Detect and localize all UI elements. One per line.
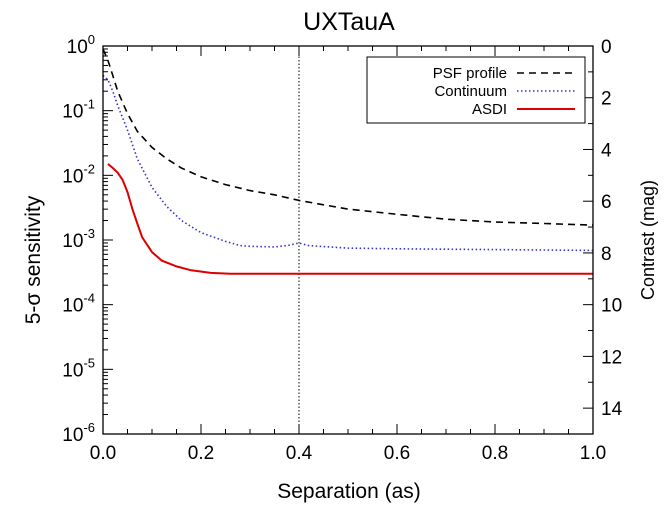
y-tick-label: 100: [67, 32, 95, 58]
chart-title: UXTauA: [303, 8, 395, 36]
y2-tick-label: 2: [601, 89, 612, 110]
y-tick-label: 10-4: [62, 291, 95, 317]
y-tick-label: 10-3: [62, 226, 95, 252]
legend-label: Continuum: [434, 83, 507, 100]
y-axis-label: 5-σ sensitivity: [22, 195, 45, 324]
x-tick-label: 0.4: [286, 443, 313, 464]
series-line-2: [107, 163, 593, 275]
x-axis-label: Separation (as): [277, 480, 421, 503]
y2-tick-label: 12: [601, 347, 622, 368]
legend-label: PSF profile: [433, 65, 507, 82]
y2-axis-label: Contrast (mag): [638, 180, 658, 300]
x-tick-label: 0.8: [482, 443, 508, 464]
x-tick-label: 0.2: [188, 443, 214, 464]
legend-label: ASDI: [472, 101, 507, 118]
y2-tick-label: 10: [601, 296, 622, 317]
plot-frame: [102, 45, 594, 435]
y-tick-label: 10-1: [62, 97, 95, 123]
y2-tick-label: 14: [601, 399, 623, 420]
y2-tick-label: 8: [601, 244, 612, 265]
legend-box: [366, 56, 586, 124]
x-tick-label: 0.0: [90, 443, 116, 464]
x-tick-label: 1.0: [580, 443, 606, 464]
y-tick-label: 10-2: [62, 161, 95, 187]
y-tick-label: 10-6: [62, 420, 95, 446]
y2-tick-label: 4: [601, 140, 612, 161]
y2-tick-label: 6: [601, 192, 612, 213]
x-tick-label: 0.6: [384, 443, 410, 464]
series-line-0: [102, 48, 594, 226]
plot-area: 0.0 0.2 0.4 0.6 0.8 1.010010-110-210-310-410-…: [62, 32, 622, 464]
y-tick-label: 10-5: [62, 355, 95, 381]
y2-tick-label: 0: [601, 37, 612, 58]
